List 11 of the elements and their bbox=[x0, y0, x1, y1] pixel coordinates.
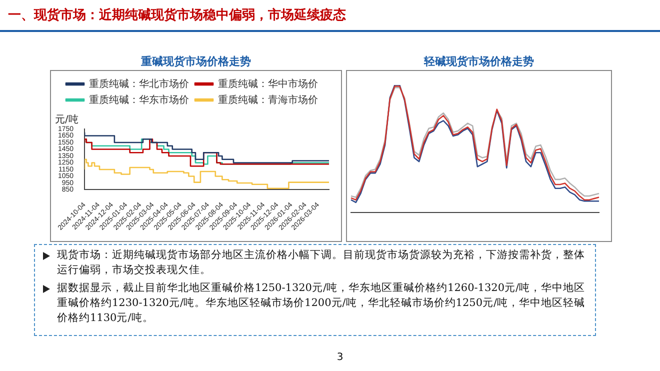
legend-label: 重质纯碱：华东市场价 bbox=[89, 94, 189, 106]
legend-label: 重质纯碱：华北市场价 bbox=[89, 78, 189, 90]
text: 据数据显示，截止目前华北地区重碱价格1250-1320元/吨，华东地区重碱价格约1260-1320元/吨，华中地区重碱价格约1230-1320元/吨。华东地区轻碱市场价1200元/吨，华北轻碱市场价约1250元/吨，华中地区轻碱价格约1130元/吨。 bbox=[57, 282, 586, 324]
text: 3 bbox=[336, 352, 344, 363]
legend-label: 重质纯碱：青海市场价 bbox=[218, 94, 318, 106]
chart-title: 轻碱现货市场价格走势 bbox=[422, 54, 535, 69]
y-axis-title: 元/吨 bbox=[55, 114, 78, 126]
text: 一、现货市场：近期纯碱现货市场稳中偏弱，市场延续疲态 bbox=[8, 6, 346, 24]
chart-title: 重碱现货市场价格走势 bbox=[140, 54, 252, 69]
text: 现货市场：近期纯碱现货市场部分地区主流价格小幅下调。目前现货市场货源较为充裕，下游按需补货，整体运行偏弱，市场交投表现欠佳。 bbox=[57, 249, 585, 276]
legend-label: 重质纯碱：华中市场价 bbox=[218, 78, 318, 90]
